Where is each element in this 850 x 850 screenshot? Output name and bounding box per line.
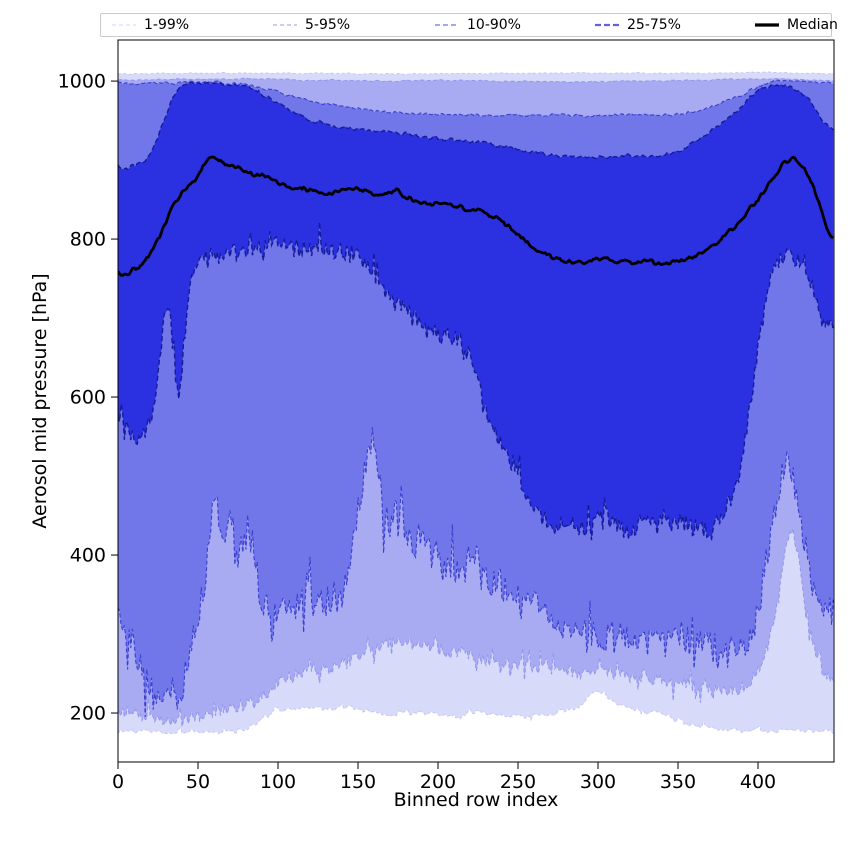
y-tick-label: 200 (70, 703, 106, 725)
y-axis: 200 400 600 800 1000 (58, 71, 118, 725)
percentile-line-p99 (118, 71, 834, 75)
x-axis: 0 50 100 150 200 250 300 350 400 (112, 762, 776, 793)
x-tick-label: 250 (500, 771, 536, 793)
legend-label: 1-99% (144, 17, 190, 33)
x-tick-label: 200 (420, 771, 456, 793)
y-axis-label: Aerosol mid pressure [hPa] (29, 273, 51, 529)
legend-swatch-icon (755, 23, 779, 27)
legend-item-25-75%: 25-75% (594, 14, 681, 36)
legend-label: 25-75% (627, 17, 681, 33)
legend-item-10-90%: 10-90% (434, 14, 521, 36)
x-tick-label: 100 (260, 771, 296, 793)
x-tick-label: 300 (580, 771, 616, 793)
legend-item-5-95%: 5-95% (272, 14, 350, 36)
x-axis-label: Binned row index (393, 789, 559, 811)
percentile-line-p05 (118, 528, 834, 728)
legend-item-Median: Median (754, 14, 838, 36)
percentile-line-p10 (118, 426, 834, 718)
median-line (118, 155, 834, 277)
x-tick-label: 350 (660, 771, 696, 793)
y-tick-label: 400 (70, 545, 106, 567)
y-tick-label: 1000 (58, 71, 106, 93)
y-tick-label: 800 (70, 229, 106, 251)
x-tick-label: 0 (112, 771, 124, 793)
percentile-line-p95 (118, 77, 834, 83)
axes-frame (117, 39, 835, 763)
x-tick-label: 150 (340, 771, 376, 793)
percentile-line-p25 (118, 221, 834, 542)
legend-label: 5-95% (305, 17, 351, 33)
y-tick-label: 600 (70, 387, 106, 409)
band-25-75% (118, 82, 834, 541)
legend-swatch-icon (595, 23, 619, 27)
plot-area (118, 71, 834, 735)
legend-swatch-icon (435, 24, 459, 26)
percentile-line-p01 (118, 690, 834, 735)
legend-item-1-99%: 1-99% (111, 14, 189, 36)
x-tick-label: 400 (740, 771, 776, 793)
legend-swatch-icon (112, 24, 136, 26)
x-tick-label: 50 (186, 771, 210, 793)
legend-swatch-icon (273, 24, 297, 26)
percentile-line-p75 (118, 81, 834, 171)
legend: 1-99% 5-95% 10-90% 25-75% Median (100, 13, 838, 37)
legend-label: 10-90% (467, 17, 521, 33)
legend-label: Median (787, 17, 838, 33)
